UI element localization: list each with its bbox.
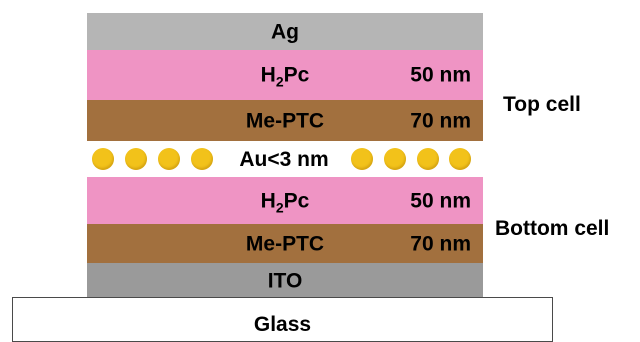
- meptc-top-layer: Me-PTC 70 nm: [87, 100, 483, 141]
- au-dot-icon: [125, 148, 147, 170]
- ito-layer: ITO: [87, 263, 483, 299]
- h2pc-top-layer: H2Pc 50 nm: [87, 50, 483, 100]
- h2pc-bottom-thickness: 50 nm: [410, 189, 471, 212]
- au-nanoparticle-layer: Au<3 nm: [87, 141, 483, 177]
- au-dot-icon: [384, 148, 406, 170]
- au-dot-icon: [351, 148, 373, 170]
- ito-layer-label: ITO: [267, 269, 303, 293]
- h2pc-bottom-label-main: H: [260, 189, 276, 212]
- h2pc-top-layer-label: H2Pc: [87, 63, 483, 89]
- au-dot-icon: [417, 148, 439, 170]
- ag-layer: Ag: [87, 13, 483, 50]
- h2pc-top-label-main: H: [260, 63, 276, 87]
- h2pc-top-label-sub: 2: [275, 73, 284, 90]
- bottom-cell-label: Bottom cell: [495, 217, 610, 240]
- meptc-bottom-thickness: 70 nm: [410, 232, 471, 255]
- ag-layer-label: Ag: [271, 20, 299, 43]
- top-cell-label: Top cell: [503, 93, 581, 116]
- au-layer-label: Au<3 nm: [239, 148, 329, 171]
- h2pc-top-thickness: 50 nm: [410, 63, 471, 87]
- glass-label: Glass: [253, 313, 312, 336]
- h2pc-top-label-tail: Pc: [283, 63, 310, 87]
- h2pc-bottom-layer-label: H2Pc: [87, 189, 483, 214]
- h2pc-bottom-label-tail: Pc: [283, 189, 310, 212]
- meptc-top-layer-label: Me-PTC: [245, 109, 325, 132]
- h2pc-bottom-label-sub: 2: [275, 199, 284, 215]
- au-dot-icon: [449, 148, 471, 170]
- au-dot-icon: [92, 148, 114, 170]
- au-dot-icon: [158, 148, 180, 170]
- h2pc-bottom-layer: H2Pc 50 nm: [87, 177, 483, 224]
- au-dot-icon: [191, 148, 213, 170]
- glass-substrate: Glass: [12, 297, 553, 342]
- meptc-top-thickness: 70 nm: [410, 109, 471, 132]
- meptc-bottom-layer-label: Me-PTC: [245, 232, 325, 255]
- meptc-bottom-layer: Me-PTC 70 nm: [87, 224, 483, 263]
